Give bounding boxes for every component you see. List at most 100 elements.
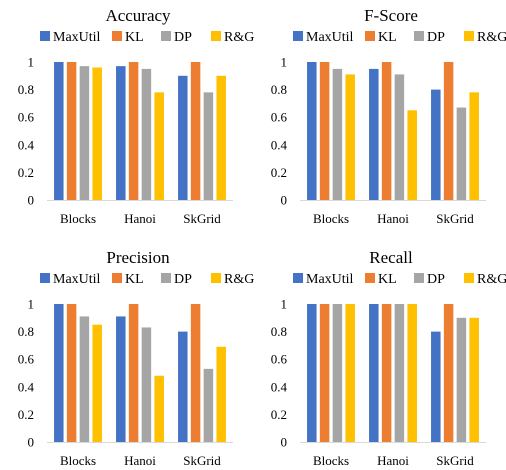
legend-label-maxutil: MaxUtil: [53, 272, 101, 287]
y-tick-label: 0.4: [18, 379, 35, 394]
bar-hanoi-randg: [407, 304, 417, 442]
legend-label-maxutil: MaxUtil: [306, 30, 354, 45]
bar-hanoi-dp: [394, 304, 405, 442]
y-tick-label: 0.6: [271, 352, 288, 367]
bar-skgrid-maxutil: [431, 89, 441, 200]
x-category-label: Blocks: [60, 211, 96, 226]
legend-swatch-randg: [211, 31, 221, 41]
y-tick-label: 1: [281, 55, 288, 70]
y-tick-label: 0.4: [271, 137, 288, 152]
x-category-label: Blocks: [313, 211, 349, 226]
y-tick-label: 0.2: [18, 165, 34, 180]
y-tick-label: 0.8: [271, 82, 287, 97]
bar-skgrid-randg: [216, 346, 226, 442]
bar-blocks-maxutil: [54, 304, 64, 442]
bar-hanoi-dp: [394, 74, 405, 200]
legend-swatch-dp: [161, 31, 171, 41]
legend-label-maxutil: MaxUtil: [53, 30, 101, 45]
legend-label-kl: KL: [378, 272, 397, 287]
x-category-label: SkGrid: [183, 211, 221, 226]
legend-label-maxutil: MaxUtil: [306, 272, 354, 287]
bar-hanoi-kl: [128, 62, 139, 200]
legend-label-kl: KL: [125, 30, 144, 45]
y-tick-label: 0.6: [18, 110, 35, 125]
bar-blocks-randg: [92, 67, 102, 201]
legend-label-dp: DP: [427, 272, 445, 287]
bar-blocks-kl: [66, 304, 77, 442]
y-tick-label: 0.8: [271, 324, 287, 339]
chart-title: Precision: [106, 248, 170, 267]
y-tick-label: 0: [28, 435, 35, 450]
bar-hanoi-maxutil: [116, 66, 126, 200]
bar-hanoi-randg: [407, 110, 417, 200]
bar-skgrid-randg: [216, 75, 226, 200]
bar-skgrid-dp: [203, 92, 214, 200]
bar-blocks-maxutil: [307, 62, 317, 200]
bar-blocks-randg: [345, 304, 355, 442]
bar-skgrid-dp: [456, 317, 467, 442]
chart-panel-precision: Precision MaxUtil KL DP R&G 0 0.2 0.4 0.6 0.8 1 Blo…: [18, 248, 255, 468]
bar-skgrid-maxutil: [178, 331, 188, 442]
legend-label-kl: KL: [125, 272, 144, 287]
legend-label-randg: R&G: [224, 30, 254, 45]
chart-panel-f-score: F-Score MaxUtil KL DP R&G 0 0.2 0.4 0.6 0.8 1 Block…: [271, 6, 506, 226]
legend-swatch-maxutil: [293, 31, 303, 41]
y-tick-label: 1: [28, 297, 35, 312]
bar-hanoi-dp: [141, 68, 152, 201]
bar-hanoi-kl: [128, 304, 139, 442]
y-tick-label: 0.2: [18, 407, 34, 422]
bar-hanoi-maxutil: [116, 316, 126, 442]
bar-blocks-kl: [319, 62, 330, 200]
x-category-label: Hanoi: [377, 453, 409, 468]
x-category-label: SkGrid: [436, 453, 474, 468]
y-tick-label: 0.2: [271, 407, 287, 422]
legend-swatch-kl: [112, 31, 122, 41]
y-tick-label: 0: [281, 435, 288, 450]
bar-hanoi-randg: [154, 375, 164, 442]
bar-hanoi-maxutil: [369, 68, 379, 201]
x-category-label: Hanoi: [124, 453, 156, 468]
y-tick-label: 0.4: [271, 379, 288, 394]
legend-label-dp: DP: [174, 30, 192, 45]
x-category-label: Hanoi: [124, 211, 156, 226]
y-tick-label: 0.6: [271, 110, 288, 125]
legend-swatch-dp: [414, 273, 424, 283]
bar-skgrid-kl: [443, 304, 454, 442]
legend-swatch-maxutil: [40, 31, 50, 41]
legend-swatch-kl: [365, 273, 375, 283]
bar-skgrid-randg: [469, 317, 479, 442]
legend-swatch-dp: [161, 273, 171, 283]
x-category-label: Hanoi: [377, 211, 409, 226]
bar-blocks-dp: [79, 66, 90, 200]
chart-panel-recall: Recall MaxUtil KL DP R&G 0 0.2 0.4 0.6 0.8 1 Blocks…: [271, 248, 506, 468]
legend-swatch-maxutil: [40, 273, 50, 283]
y-tick-label: 0.4: [18, 137, 35, 152]
x-category-label: SkGrid: [436, 211, 474, 226]
legend-label-kl: KL: [378, 30, 397, 45]
bar-blocks-maxutil: [54, 62, 64, 200]
bar-hanoi-randg: [154, 92, 164, 200]
y-tick-label: 0.6: [18, 352, 35, 367]
chart-title: F-Score: [364, 6, 418, 25]
legend-swatch-kl: [112, 273, 122, 283]
bar-skgrid-randg: [469, 92, 479, 200]
chart-title: Recall: [369, 248, 413, 267]
bar-skgrid-kl: [443, 62, 454, 200]
legend-label-dp: DP: [174, 272, 192, 287]
legend-label-randg: R&G: [224, 272, 254, 287]
bar-blocks-randg: [92, 324, 102, 442]
legend-swatch-randg: [211, 273, 221, 283]
bar-blocks-dp: [79, 316, 90, 442]
bar-skgrid-dp: [203, 368, 214, 442]
y-tick-label: 0.2: [271, 165, 287, 180]
bar-skgrid-maxutil: [178, 75, 188, 200]
bar-skgrid-dp: [456, 107, 467, 200]
bar-skgrid-maxutil: [431, 331, 441, 442]
y-tick-label: 0: [28, 193, 35, 208]
bar-blocks-dp: [332, 68, 343, 201]
y-tick-label: 1: [28, 55, 35, 70]
chart-title: Accuracy: [105, 6, 171, 25]
bar-blocks-randg: [345, 74, 355, 200]
bar-blocks-kl: [319, 304, 330, 442]
bar-hanoi-dp: [141, 327, 152, 442]
